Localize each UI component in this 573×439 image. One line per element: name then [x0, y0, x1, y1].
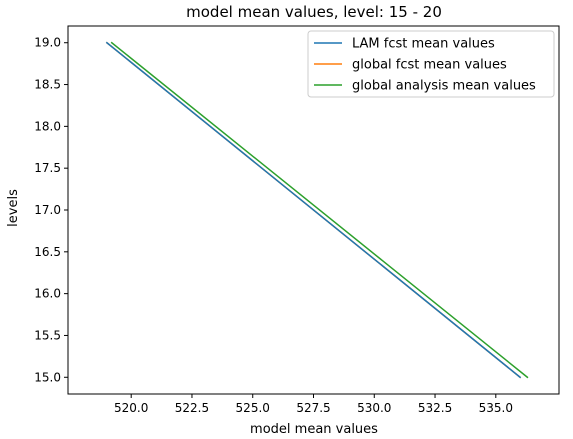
y-tick-label: 17.0	[34, 203, 61, 217]
y-tick-label: 15.0	[34, 370, 61, 384]
x-axis-label: model mean values	[250, 422, 378, 435]
legend-label-2: global analysis mean values	[352, 79, 536, 94]
x-tick-label: 525.0	[236, 401, 270, 415]
x-tick-label: 522.5	[175, 401, 209, 415]
legend-label-1: global fcst mean values	[352, 58, 507, 73]
x-tick-label: 520.0	[114, 401, 148, 415]
series-line-0	[105, 41, 522, 379]
legend: LAM fcst mean values global fcst mean val…	[307, 30, 555, 98]
x-tick-label: 535.0	[479, 401, 513, 415]
y-tick-label: 16.5	[34, 245, 61, 259]
y-tick-label: 19.0	[34, 36, 61, 50]
y-tick-label: 18.0	[34, 119, 61, 133]
legend-box	[307, 30, 555, 98]
legend-label-0: LAM fcst mean values	[352, 37, 495, 52]
series-lines	[105, 41, 529, 379]
chart-title: model mean values, level: 15 - 20	[186, 3, 442, 21]
x-tick-label: 532.5	[418, 401, 452, 415]
y-tick-label: 16.0	[34, 287, 61, 301]
y-tick-label: 15.5	[34, 328, 61, 342]
y-tick-label: 18.5	[34, 78, 61, 92]
y-axis-label: levels	[6, 189, 21, 227]
x-tick-label: 527.5	[296, 401, 330, 415]
series-line-2	[110, 41, 529, 379]
x-axis-ticks: 520.0 522.5 525.0 527.5 530.0 532.5 535.0	[114, 394, 513, 415]
y-axis-ticks: 15.0 15.5 16.0 16.5 17.0 17.5 18.0 18.5 19.0	[34, 36, 68, 384]
x-tick-label: 530.0	[357, 401, 391, 415]
y-tick-label: 17.5	[34, 161, 61, 175]
